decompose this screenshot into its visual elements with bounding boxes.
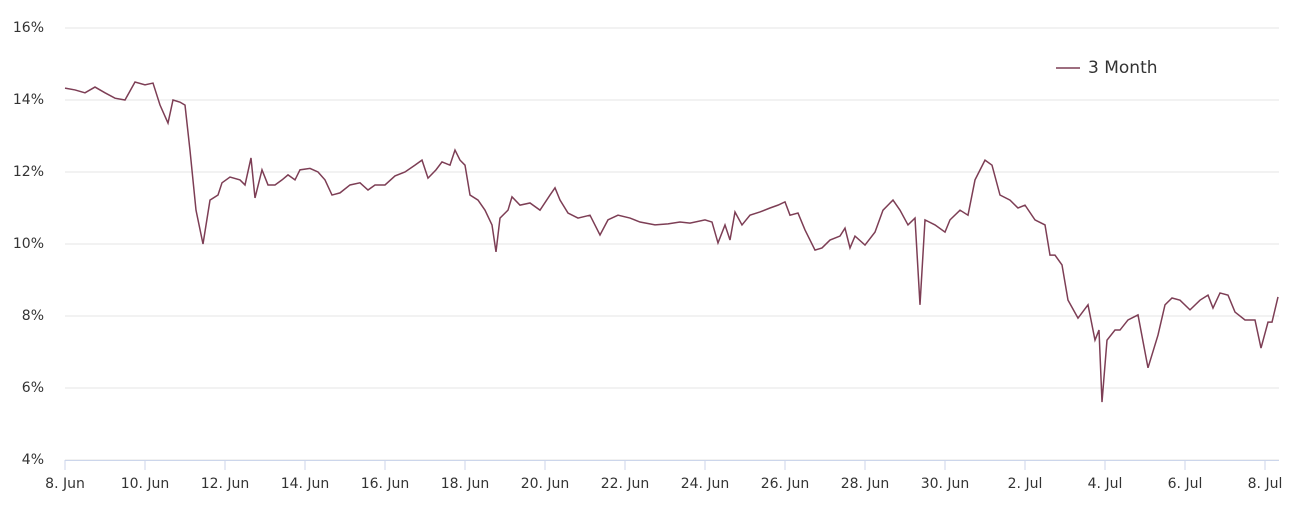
y-tick-label: 12% xyxy=(13,164,44,180)
x-tick-label: 14. Jun xyxy=(281,476,330,492)
x-tick-label: 8. Jul xyxy=(1248,476,1283,492)
x-tick-label: 30. Jun xyxy=(921,476,970,492)
y-tick-label: 8% xyxy=(22,308,44,324)
y-tick-label: 14% xyxy=(13,92,44,108)
legend-label: 3 Month xyxy=(1088,58,1158,78)
x-tick-label: 18. Jun xyxy=(441,476,490,492)
x-tick-label: 24. Jun xyxy=(681,476,730,492)
x-tick-label: 10. Jun xyxy=(121,476,170,492)
x-tick-label: 20. Jun xyxy=(521,476,570,492)
x-tick-label: 26. Jun xyxy=(761,476,810,492)
y-tick-label: 16% xyxy=(13,20,44,36)
x-tick-label: 8. Jun xyxy=(45,476,85,492)
x-tick-label: 16. Jun xyxy=(361,476,410,492)
line xyxy=(64,81,1279,403)
y-tick-label: 6% xyxy=(22,380,44,396)
x-tick-label: 12. Jun xyxy=(201,476,250,492)
x-tick-label: 4. Jul xyxy=(1088,476,1123,492)
x-tick-label: 2. Jul xyxy=(1008,476,1043,492)
x-tick-label: 6. Jul xyxy=(1168,476,1203,492)
x-tick-label: 28. Jun xyxy=(841,476,890,492)
x-tick-label: 22. Jun xyxy=(601,476,650,492)
y-tick-label: 4% xyxy=(22,452,44,468)
y-tick-label: 10% xyxy=(13,236,44,252)
